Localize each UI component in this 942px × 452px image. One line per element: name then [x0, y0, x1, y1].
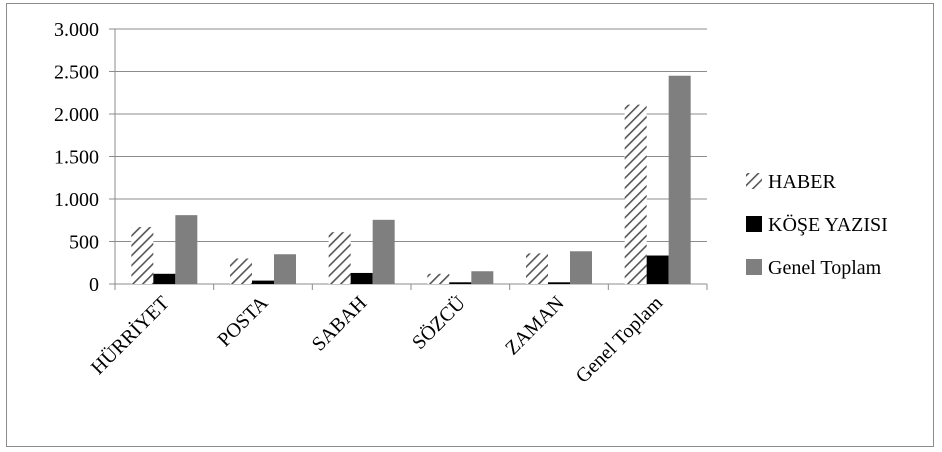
- bar-genel-toplam: [570, 251, 592, 284]
- legend: HABER KÖŞE YAZISI Genel Toplam: [746, 171, 888, 279]
- bar-haber: [131, 227, 154, 284]
- x-category-label: SÖZCÜ: [407, 291, 470, 354]
- y-tick-label: 0: [89, 274, 99, 296]
- bar-köşe-yazisi: [153, 273, 176, 284]
- bar-haber: [230, 258, 252, 284]
- chart-frame: [6, 3, 934, 447]
- x-category-label: POSTA: [213, 292, 273, 352]
- bar-genel-toplam: [668, 75, 691, 284]
- bar-haber: [328, 232, 351, 284]
- y-tick-label: 2.500: [54, 62, 99, 84]
- legend-label: HABER: [768, 171, 836, 193]
- bar-genel-toplam: [175, 215, 198, 284]
- bar-köşe-yazisi: [350, 272, 373, 284]
- bar-genel-toplam: [274, 254, 296, 284]
- x-category-label: HÜRRİYET: [86, 291, 174, 379]
- x-category-label: ZAMAN: [501, 292, 568, 359]
- bar-köşe-yazisi: [548, 282, 570, 284]
- x-category-label: Genel Toplam: [572, 292, 668, 388]
- y-tick-label: 500: [69, 232, 99, 254]
- bar-haber: [427, 273, 450, 284]
- bar-köşe-yazisi: [646, 255, 669, 284]
- legend-label: Genel Toplam: [768, 257, 882, 279]
- bar-genel-toplam: [372, 219, 395, 284]
- legend-label: KÖŞE YAZISI: [768, 213, 888, 236]
- y-tick-label: 3.000: [54, 19, 99, 41]
- x-category-label: SABAH: [308, 292, 371, 355]
- bar-haber: [526, 253, 548, 284]
- bars: [131, 75, 691, 285]
- y-axis-ticks: 0 500 1.000 1.500 2.000 2.500 3.000: [54, 19, 99, 296]
- bar-genel-toplam: [471, 271, 494, 284]
- legend-swatch: [746, 259, 762, 275]
- bar-köşe-yazisi: [449, 282, 472, 284]
- legend-swatch: [746, 216, 762, 232]
- bar-haber: [624, 104, 647, 285]
- axes: [109, 28, 708, 290]
- gridlines: [115, 28, 707, 242]
- y-tick-label: 1.000: [54, 189, 99, 211]
- y-tick-label: 1.500: [54, 147, 99, 169]
- y-tick-label: 2.000: [54, 104, 99, 126]
- legend-swatch: [746, 173, 762, 189]
- bar-köşe-yazisi: [252, 280, 274, 284]
- x-axis-categories: HÜRRİYET POSTA SABAH SÖZCÜ ZAMAN Genel Toplam: [86, 291, 667, 388]
